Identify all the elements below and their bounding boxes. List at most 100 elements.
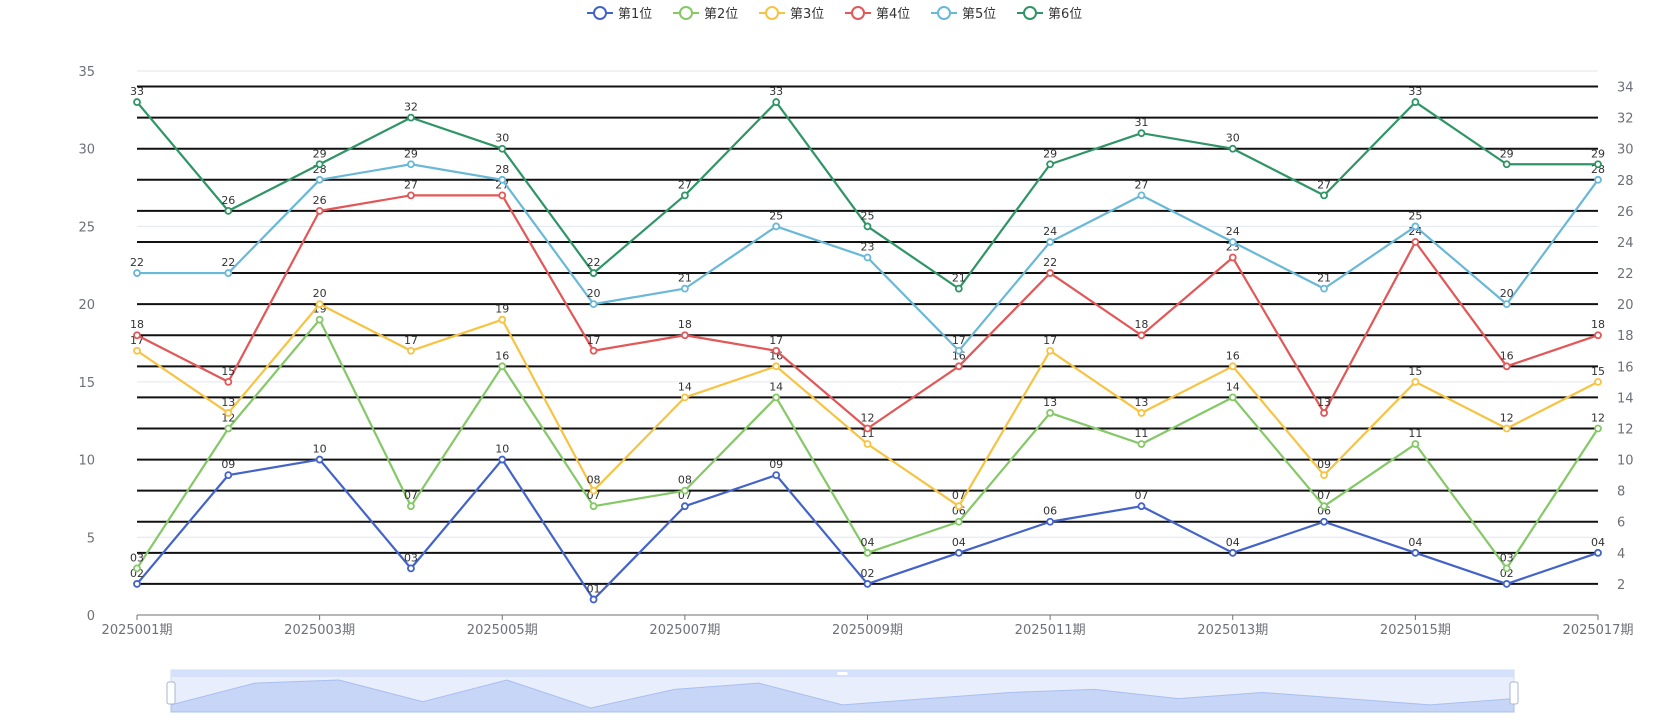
data-point[interactable] xyxy=(407,113,415,122)
data-point[interactable] xyxy=(1594,377,1602,386)
data-point[interactable] xyxy=(1594,424,1602,433)
data-point[interactable] xyxy=(1046,269,1055,277)
data-point[interactable] xyxy=(315,315,324,324)
data-point[interactable] xyxy=(133,331,141,340)
datazoom-left-handle[interactable] xyxy=(166,681,176,705)
data-point[interactable] xyxy=(772,346,781,355)
data-point[interactable] xyxy=(315,300,324,309)
data-point[interactable] xyxy=(954,346,963,355)
data-point[interactable] xyxy=(863,580,872,588)
data-point[interactable] xyxy=(498,315,507,324)
data-point[interactable] xyxy=(954,502,963,511)
data-point[interactable] xyxy=(589,269,598,277)
data-point[interactable] xyxy=(224,206,233,215)
data-point[interactable] xyxy=(1594,160,1602,169)
data-point[interactable] xyxy=(224,377,233,386)
data-point[interactable] xyxy=(1228,548,1237,557)
data-point[interactable] xyxy=(1502,300,1511,309)
data-point[interactable] xyxy=(1046,160,1055,169)
data-point[interactable] xyxy=(589,486,598,495)
data-point[interactable] xyxy=(1502,362,1511,371)
data-point[interactable] xyxy=(863,253,872,262)
data-point[interactable] xyxy=(863,440,872,448)
data-point[interactable] xyxy=(224,269,233,277)
data-point[interactable] xyxy=(133,269,141,277)
data-point[interactable] xyxy=(863,548,872,557)
legend-item-2[interactable]: 第2位 xyxy=(673,6,738,22)
data-point[interactable] xyxy=(954,548,963,557)
data-point[interactable] xyxy=(498,175,507,184)
data-point[interactable] xyxy=(1046,409,1055,417)
data-point[interactable] xyxy=(1320,517,1328,526)
data-point[interactable] xyxy=(315,175,324,184)
data-point[interactable] xyxy=(680,284,689,293)
data-point[interactable] xyxy=(680,393,689,402)
legend-item-1[interactable]: 第1位 xyxy=(587,6,652,22)
data-point[interactable] xyxy=(772,98,781,106)
data-point[interactable] xyxy=(1228,362,1237,371)
data-point[interactable] xyxy=(407,191,415,200)
data-point[interactable] xyxy=(1320,471,1328,480)
data-point[interactable] xyxy=(772,393,781,402)
data-point[interactable] xyxy=(1320,502,1328,511)
data-point[interactable] xyxy=(1502,424,1511,433)
data-point[interactable] xyxy=(407,346,415,355)
data-point[interactable] xyxy=(1502,160,1511,169)
data-point[interactable] xyxy=(1046,238,1055,246)
data-point[interactable] xyxy=(1594,175,1602,184)
data-point[interactable] xyxy=(1320,409,1328,417)
data-point[interactable] xyxy=(498,455,507,464)
data-point[interactable] xyxy=(1137,331,1146,340)
data-point[interactable] xyxy=(680,486,689,495)
data-point[interactable] xyxy=(224,471,233,480)
data-point[interactable] xyxy=(1594,548,1602,557)
data-point[interactable] xyxy=(1320,191,1328,200)
data-point[interactable] xyxy=(1594,331,1602,340)
data-point[interactable] xyxy=(589,595,598,604)
data-point[interactable] xyxy=(1137,129,1146,138)
data-point[interactable] xyxy=(1046,517,1055,526)
data-point[interactable] xyxy=(224,409,233,417)
data-point[interactable] xyxy=(133,346,141,355)
data-point[interactable] xyxy=(407,564,415,573)
data-point[interactable] xyxy=(1228,238,1237,246)
data-point[interactable] xyxy=(1046,346,1055,355)
data-point[interactable] xyxy=(315,455,324,464)
legend-item-5[interactable]: 第5位 xyxy=(931,6,996,22)
data-point[interactable] xyxy=(1411,377,1420,386)
data-point[interactable] xyxy=(680,331,689,340)
data-point[interactable] xyxy=(954,362,963,371)
data-point[interactable] xyxy=(1411,222,1420,231)
data-point[interactable] xyxy=(1502,564,1511,573)
data-point[interactable] xyxy=(1411,440,1420,448)
data-point[interactable] xyxy=(407,160,415,169)
data-point[interactable] xyxy=(589,346,598,355)
data-point[interactable] xyxy=(1411,238,1420,246)
data-point[interactable] xyxy=(224,424,233,433)
data-point[interactable] xyxy=(680,191,689,200)
data-point[interactable] xyxy=(407,502,415,511)
data-point[interactable] xyxy=(133,98,141,106)
legend-item-3[interactable]: 第3位 xyxy=(759,6,824,22)
data-point[interactable] xyxy=(1320,284,1328,293)
data-point[interactable] xyxy=(589,300,598,309)
data-point[interactable] xyxy=(954,284,963,293)
data-point[interactable] xyxy=(315,160,324,169)
data-point[interactable] xyxy=(133,564,141,573)
data-point[interactable] xyxy=(1137,502,1146,511)
data-point[interactable] xyxy=(1411,548,1420,557)
data-point[interactable] xyxy=(1228,253,1237,262)
data-point[interactable] xyxy=(498,191,507,200)
data-point[interactable] xyxy=(772,471,781,480)
data-point[interactable] xyxy=(1137,440,1146,448)
data-point[interactable] xyxy=(498,144,507,153)
data-point[interactable] xyxy=(1137,409,1146,417)
data-point[interactable] xyxy=(772,362,781,371)
data-point[interactable] xyxy=(772,222,781,231)
data-point[interactable] xyxy=(680,502,689,511)
data-point[interactable] xyxy=(1228,144,1237,153)
data-point[interactable] xyxy=(954,517,963,526)
data-point[interactable] xyxy=(1411,98,1420,106)
data-point[interactable] xyxy=(863,222,872,231)
data-point[interactable] xyxy=(498,362,507,371)
